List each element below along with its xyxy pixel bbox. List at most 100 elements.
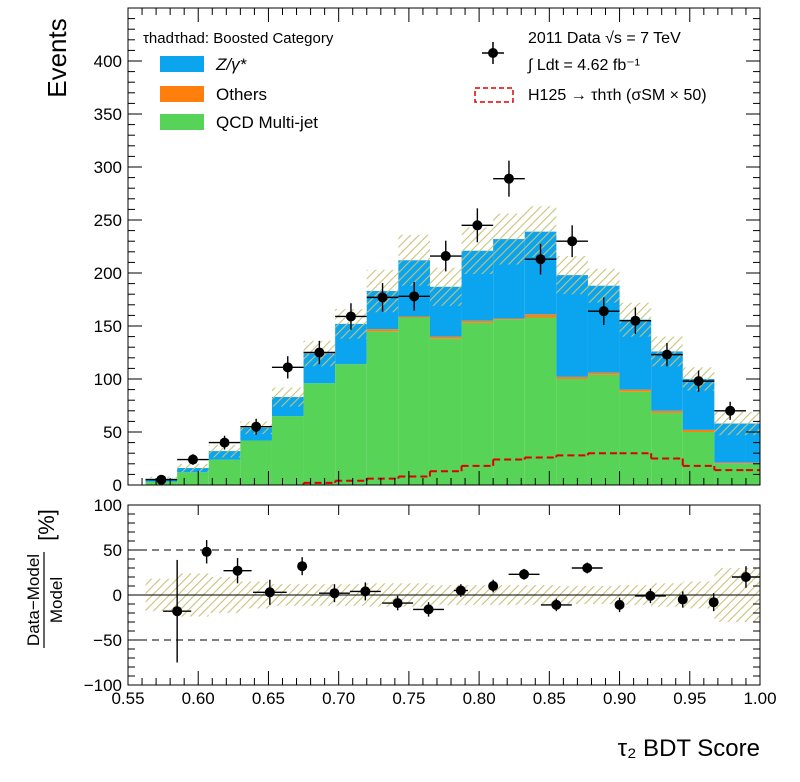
- ratio-point: [708, 597, 719, 608]
- top-y-tick-label: 200: [94, 264, 122, 283]
- bar-qcd: [461, 322, 494, 485]
- data-point: [503, 173, 514, 184]
- ratio-y-tick-label: 100: [94, 496, 122, 515]
- x-tick-label: 0.55: [111, 689, 144, 708]
- bar-qcd: [335, 364, 367, 485]
- ratio-x-axis: 0.55 0.60 0.65 0.70 0.75 0.80 0.85 0.90 0.95 1.00: [111, 505, 777, 708]
- data-point: [630, 315, 641, 326]
- data-point: [567, 236, 578, 247]
- top-y-tick-label: 100: [94, 370, 122, 389]
- x-tick-label: 0.65: [252, 689, 285, 708]
- ratio-point: [455, 585, 466, 596]
- legend-marker-data: [482, 42, 504, 64]
- ratio-point: [614, 599, 625, 610]
- uncertainty-hatch: [556, 256, 588, 295]
- bar-qcd: [714, 463, 746, 485]
- ratio-y-axis-label: Data−Model Model [%]: [24, 509, 66, 648]
- data-point: [725, 405, 736, 416]
- ratio-y-tick-label: −50: [93, 631, 122, 650]
- ratio-y-tick-label: 50: [103, 541, 122, 560]
- x-tick-label: 0.80: [463, 689, 496, 708]
- data-point: [693, 376, 704, 387]
- ratio-y-axis: −100 −50 0 50 100: [84, 496, 760, 695]
- top-y-axis-label: Events: [42, 18, 72, 98]
- ratio-point: [264, 587, 275, 598]
- bar-others: [398, 316, 430, 318]
- x-axis-label: τ₂ BDT Score: [618, 735, 760, 762]
- x-tick-label: 0.85: [533, 689, 566, 708]
- ratio-point: [677, 594, 688, 605]
- bar-qcd: [240, 440, 272, 485]
- data-point: [282, 362, 293, 373]
- ratio-point: [582, 563, 593, 573]
- uncertainty-hatch: [177, 463, 209, 473]
- data-point: [377, 292, 388, 303]
- x-tick-label: 0.90: [603, 689, 636, 708]
- uncertainty-hatch: [493, 213, 525, 265]
- bar-qcd: [745, 463, 760, 485]
- data-point: [472, 220, 483, 231]
- ratio-point: [519, 569, 530, 580]
- top-y-tick-label: 50: [103, 423, 122, 442]
- ratio-point: [201, 546, 212, 557]
- ratio-point: [551, 599, 562, 610]
- top-y-tick-label: 150: [94, 317, 122, 336]
- data-point: [409, 291, 420, 302]
- bar-others: [493, 318, 525, 320]
- bar-others: [524, 314, 557, 318]
- data-points: [145, 160, 746, 485]
- ratio-point: [172, 606, 183, 617]
- top-y-tick-label: 250: [94, 211, 122, 230]
- bar-qcd: [651, 412, 683, 485]
- bar-others: [682, 429, 715, 432]
- data-point: [661, 349, 672, 360]
- data-point: [535, 254, 546, 265]
- data-point: [219, 437, 230, 448]
- data-point: [598, 306, 609, 317]
- bar-others: [587, 372, 620, 375]
- top-plot-frame: [127, 7, 761, 486]
- bar-qcd: [208, 459, 241, 485]
- bar-qcd: [303, 383, 336, 485]
- signal-histogram: [302, 452, 760, 485]
- bar-others: [619, 389, 652, 392]
- bar-qcd: [493, 319, 525, 485]
- uncertainty-hatch: [745, 411, 760, 436]
- uncertainty-hatch: [587, 268, 620, 303]
- legend-lumi-line-2: ∫ Ldt = 4.62 fb⁻¹: [527, 57, 640, 74]
- bar-qcd: [587, 374, 620, 485]
- ratio-point: [329, 588, 340, 599]
- bar-qcd: [398, 317, 430, 485]
- legend-swatch-signal: [474, 87, 514, 103]
- bar-qcd: [271, 416, 304, 485]
- x-tick-label: 0.60: [182, 689, 215, 708]
- legend-swatch-qcd: [160, 114, 204, 130]
- bar-others: [461, 320, 494, 323]
- x-tick-label: 1.00: [743, 689, 776, 708]
- ratio-point: [645, 590, 656, 601]
- ratio-point: [740, 572, 751, 582]
- data-point: [345, 311, 356, 322]
- legend: τhadτhad: Boosted Category Z/γ* Others Q…: [143, 30, 707, 132]
- ratio-y-tick-label: −100: [84, 676, 122, 695]
- bar-qcd: [556, 379, 588, 485]
- category-label: τhadτhad: Boosted Category: [143, 30, 334, 47]
- legend-label-others: Others: [216, 85, 267, 104]
- bar-qcd: [429, 338, 462, 485]
- uncertainty-hatch: [714, 411, 746, 436]
- bar-others: [745, 462, 760, 464]
- data-point: [314, 347, 325, 358]
- ratio-ylabel-numerator: Data−Model: [24, 554, 43, 646]
- ratio-ylabel-denominator: Model: [47, 577, 66, 623]
- top-y-tick-label: 0: [113, 476, 122, 495]
- top-x-ticks: [127, 8, 761, 485]
- ratio-data-points: [163, 540, 760, 663]
- legend-label-zgamma: Z/γ*: [215, 55, 248, 74]
- top-y-axis: 0 50 100 150 200 250 300 350 400: [94, 18, 760, 495]
- data-point: [156, 474, 167, 485]
- legend-lumi-line-1: 2011 Data √s = 7 TeV: [528, 30, 681, 47]
- bar-others: [651, 410, 683, 413]
- data-point: [187, 454, 198, 465]
- bar-others: [429, 336, 462, 339]
